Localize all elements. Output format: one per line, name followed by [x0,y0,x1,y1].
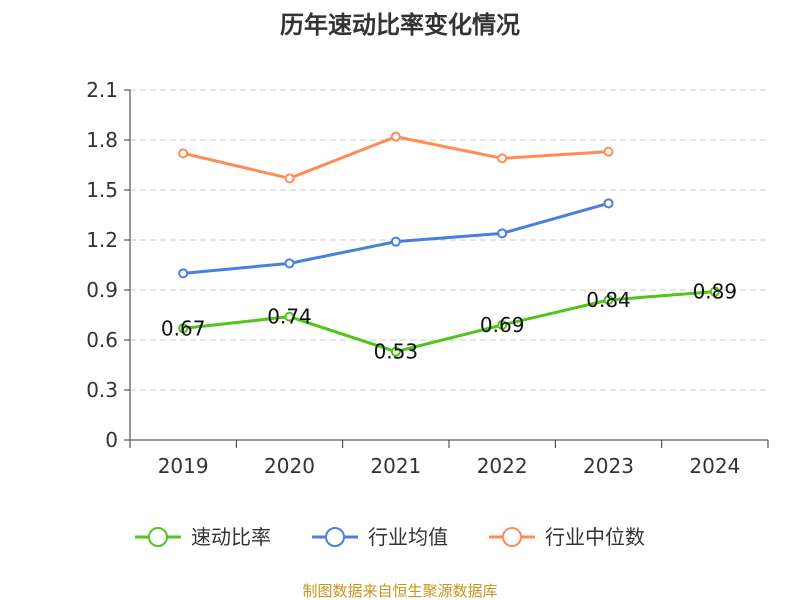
y-tick-label: 2.1 [86,78,118,102]
chart-title: 历年速动比率变化情况 [280,11,520,39]
y-tick-label: 0.9 [86,278,118,302]
x-tick-label: 2023 [583,454,634,478]
x-tick-label: 2021 [370,454,421,478]
data-point [178,268,189,279]
data-point [603,146,614,157]
data-point [497,320,508,330]
data-label: 0.74 [267,305,312,329]
data-label: 0.67 [161,316,206,340]
data-point [390,236,401,247]
data-point [603,198,614,209]
data-point [284,311,295,322]
data-point [284,258,295,269]
y-tick-label: 0.3 [86,378,118,402]
y-tick-label: 0.6 [86,328,118,352]
legend-marker [502,527,522,547]
data-point [709,286,720,297]
x-tick-label: 2022 [477,454,528,478]
legend-marker [325,527,345,547]
data-label: 0.84 [586,288,631,312]
data-point [497,153,508,164]
data-label: 0.69 [480,313,525,337]
data-point [390,346,401,357]
series-line [182,135,609,180]
legend-label: 行业中位数 [545,525,645,549]
y-tick-label: 1.5 [86,178,118,202]
source-note: 制图数据来自恒生聚源数据库 [302,582,497,600]
y-tick-label: 0 [105,428,118,452]
data-point [603,295,614,305]
series-line [183,290,715,354]
data-point [390,131,401,142]
legend-label: 行业均值 [368,525,448,549]
data-point [284,173,295,184]
data-point [178,323,189,334]
x-tick-label: 2020 [264,454,315,478]
data-label: 0.89 [693,280,738,304]
legend-marker [148,527,168,547]
y-tick-label: 1.8 [86,128,118,152]
data-point [497,228,508,239]
data-label: 0.53 [374,340,419,364]
legend-label: 速动比率 [191,525,271,549]
x-tick-label: 2019 [158,454,209,478]
x-tick-label: 2024 [689,454,740,478]
y-tick-label: 1.2 [86,228,118,252]
data-point [178,148,189,159]
